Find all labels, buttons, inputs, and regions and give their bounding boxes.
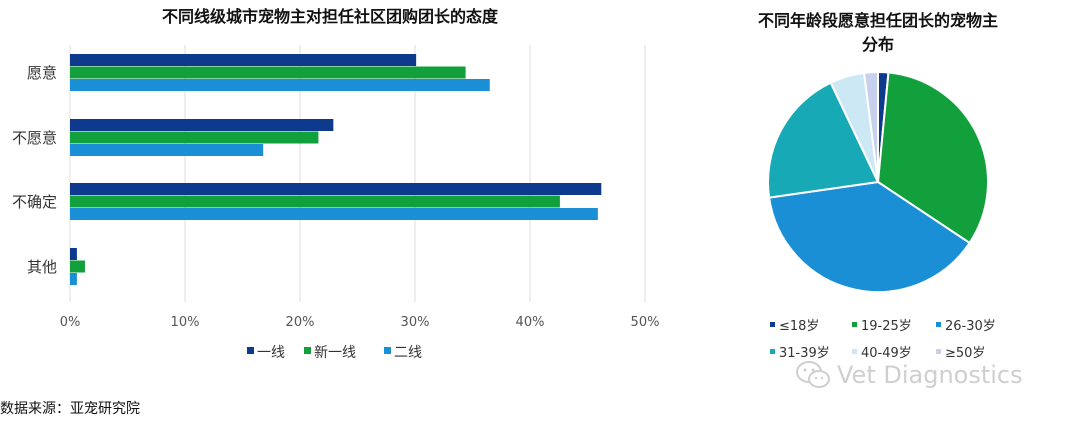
pie-legend-label: 26-30岁 <box>945 319 996 334</box>
bar-legend-label: 新一线 <box>314 345 356 361</box>
pie-legend-label: ≥50岁 <box>945 346 985 361</box>
bar-tick-label: 30% <box>401 315 430 330</box>
bar-tick-label: 0% <box>60 315 81 330</box>
bar-category-label: 不确定 <box>12 193 57 211</box>
pie-legend-swatch <box>770 322 775 327</box>
pie-legend-swatch <box>852 322 857 327</box>
bar-tick-labels: 0% 10% 20% 30% 40% 50% <box>60 315 660 330</box>
pie-legend-label: ≤18岁 <box>779 319 819 334</box>
pie-slice-5 <box>862 70 879 183</box>
pie-slice-3 <box>767 81 880 199</box>
bar-tick-label: 20% <box>286 315 315 330</box>
bar-3-1 <box>70 260 85 273</box>
bar-2-2 <box>70 208 598 220</box>
bar-marks <box>70 54 602 285</box>
bar-tick-label: 10% <box>171 315 200 330</box>
bar-legend-swatch <box>247 347 254 354</box>
bar-2-0 <box>70 183 602 195</box>
bar-2-1 <box>70 195 560 208</box>
bar-tick-label: 50% <box>631 315 660 330</box>
bar-0-1 <box>70 66 466 79</box>
pie-legend-swatch <box>770 349 775 354</box>
pie-chart: 不同年龄段愿意担任团长的宠物主 分布 ≤18岁 19-25岁 26-30岁 31-39… <box>758 11 998 361</box>
bar-category-label: 愿意 <box>27 64 57 82</box>
pie-slice-1 <box>876 71 989 245</box>
pie-chart-title-line-1: 不同年龄段愿意担任团长的宠物主 <box>758 11 998 30</box>
bar-1-0 <box>70 119 334 131</box>
pie-chart-title-line-2: 分布 <box>862 35 894 54</box>
pie-legend-swatch <box>852 349 857 354</box>
bar-chart-title: 不同线级城市宠物主对担任社区团购团长的态度 <box>162 7 499 26</box>
bar-legend-label: 一线 <box>257 345 285 361</box>
pie-slice-2 <box>767 180 971 293</box>
bar-legend: 一线 新一线 二线 <box>247 345 422 361</box>
bar-category-label: 其他 <box>27 258 57 276</box>
pie-legend-label: 31-39岁 <box>779 346 830 361</box>
pie-legend-label: 40-49岁 <box>861 346 912 361</box>
bar-3-2 <box>70 273 77 285</box>
bar-3-0 <box>70 248 77 260</box>
bar-category-label: 不愿意 <box>12 129 57 147</box>
bar-legend-swatch <box>384 347 391 354</box>
pie-slices <box>767 70 989 293</box>
bar-0-2 <box>70 79 490 91</box>
bar-tick-label: 40% <box>516 315 545 330</box>
bar-legend-label: 二线 <box>394 345 422 361</box>
source-note: 数据来源：亚宠研究院 <box>0 401 140 417</box>
bar-legend-swatch <box>304 347 311 354</box>
pie-legend: ≤18岁 19-25岁 26-30岁 31-39岁 40-49岁 ≥50岁 <box>770 319 996 361</box>
bar-0-0 <box>70 54 417 66</box>
bar-1-2 <box>70 144 264 156</box>
pie-legend-label: 19-25岁 <box>861 319 912 334</box>
watermark: Vet Diagnostics <box>795 360 1023 390</box>
pie-legend-swatch <box>936 322 941 327</box>
bar-1-1 <box>70 131 319 144</box>
pie-legend-swatch <box>936 349 941 354</box>
watermark-text: Vet Diagnostics <box>837 361 1023 389</box>
wechat-icon <box>796 361 830 388</box>
